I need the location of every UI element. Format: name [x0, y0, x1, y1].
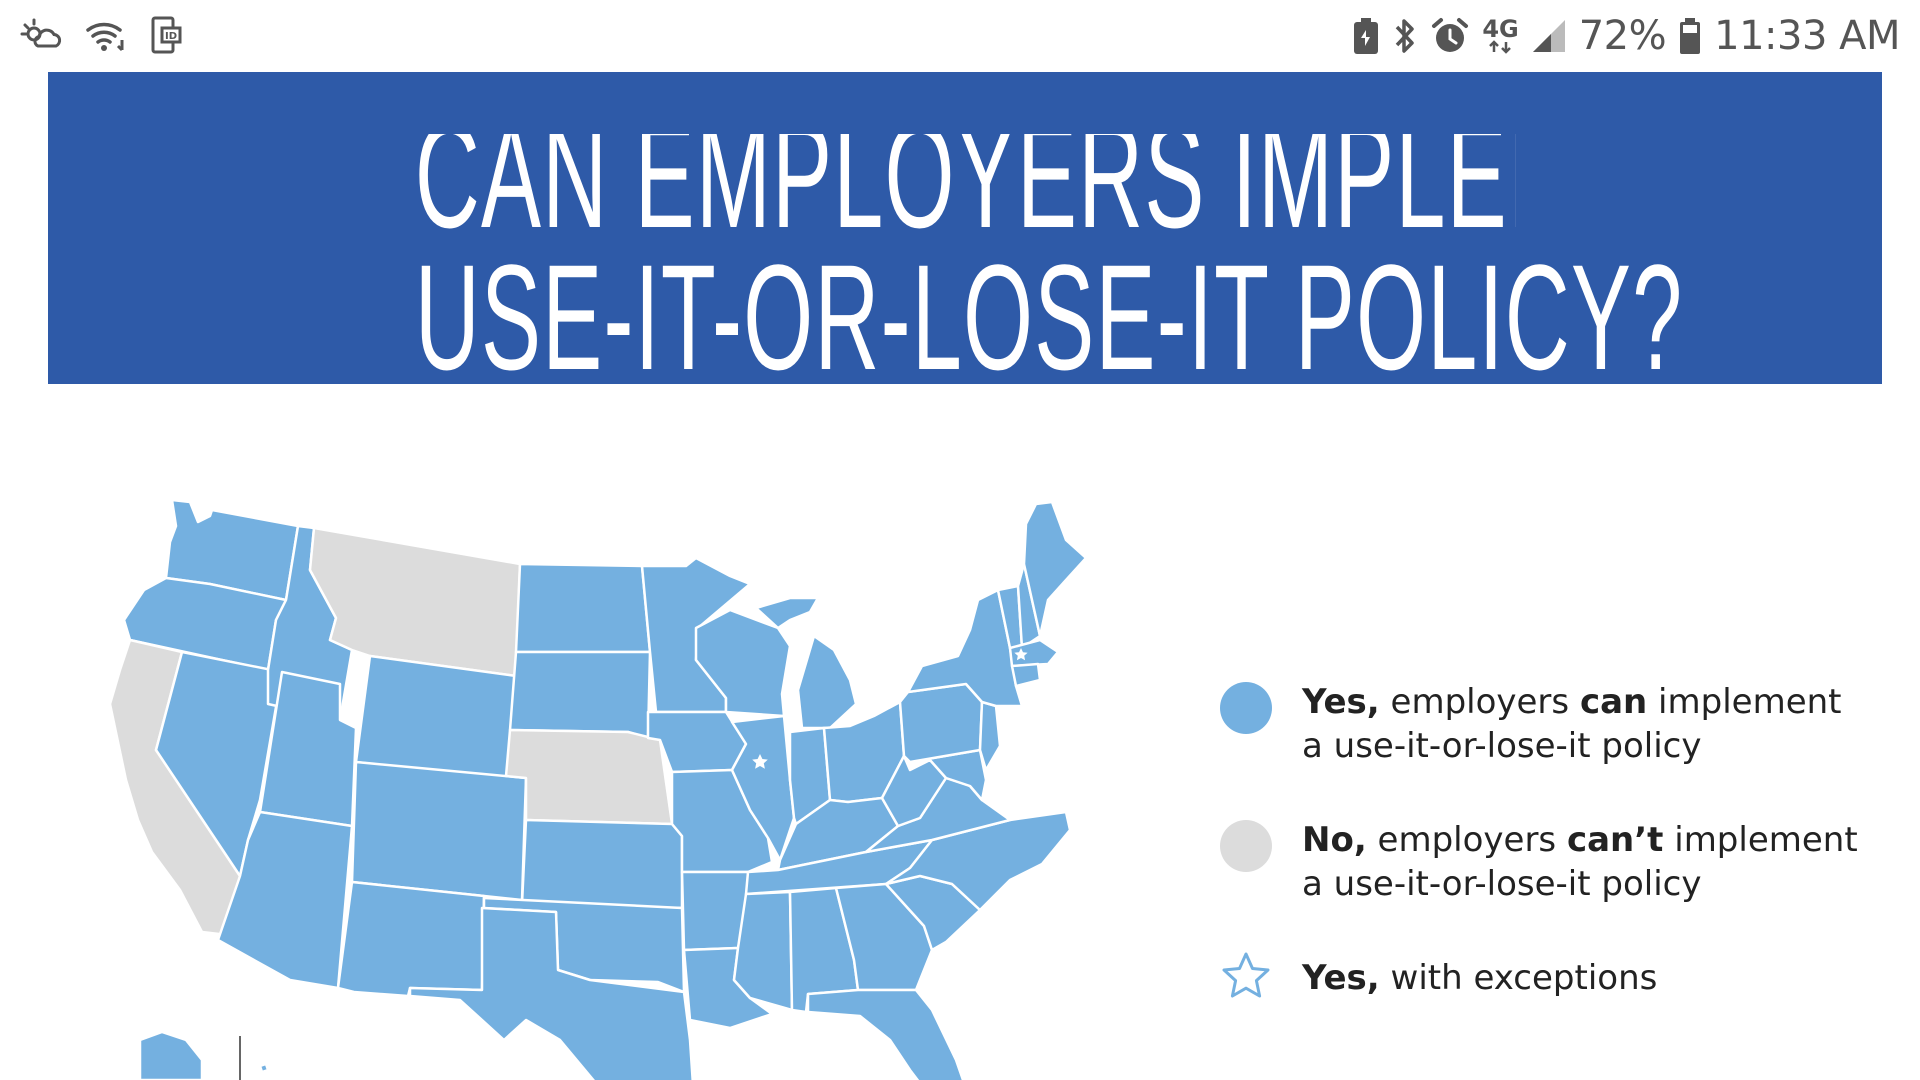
- phone-screen-icon: ID: [148, 16, 184, 56]
- legend-no-text1: employers: [1366, 820, 1567, 860]
- state-illinois: [730, 714, 796, 862]
- state-connecticut: [1010, 662, 1042, 688]
- legend-no-bold: No,: [1302, 820, 1367, 860]
- legend-exceptions-text1: with exceptions: [1379, 958, 1658, 998]
- state-michigan: [754, 596, 858, 730]
- state-new-mexico: [336, 880, 486, 998]
- state-nebraska: [504, 728, 674, 826]
- state-colorado: [350, 760, 528, 902]
- state-maine: [1022, 500, 1088, 638]
- star-icon: [1220, 950, 1272, 1007]
- title-line-2: USE-IT-OR-LOSE-IT POLICY?: [414, 233, 1684, 384]
- network-label: 4G: [1482, 15, 1519, 43]
- alarm-icon: [1430, 16, 1470, 56]
- title-line-1: CAN EMPLOYERS IMPLEMENT A: [414, 91, 1849, 259]
- legend-no-text: No, employers can’t implement a use-it-o…: [1302, 818, 1882, 906]
- state-arizona: [216, 810, 354, 990]
- title-banner: CAN EMPLOYERS IMPLEMENT A USE-IT-OR-LOSE…: [48, 72, 1882, 384]
- bluetooth-icon: [1392, 16, 1418, 56]
- state-wisconsin: [694, 608, 792, 718]
- legend-yes-text: Yes, employers can implement a use-it-or…: [1302, 680, 1882, 768]
- battery-icon: [1678, 16, 1702, 56]
- battery-saver-icon: [1352, 16, 1380, 56]
- status-right-icons: 4G 72%: [1352, 10, 1900, 62]
- state-massachusetts: [1008, 638, 1060, 668]
- svg-text:ID: ID: [165, 31, 177, 42]
- wifi-icon: [84, 16, 128, 56]
- legend-yes-bold: Yes,: [1302, 682, 1380, 722]
- status-left-icons: ID: [20, 14, 184, 58]
- legend-no-cant: can’t: [1566, 820, 1664, 860]
- legend-yes-swatch: [1220, 682, 1272, 734]
- legend-no-text2: implement: [1663, 820, 1858, 860]
- legend-exceptions-bold: Yes,: [1302, 958, 1380, 998]
- state-wyoming: [354, 654, 518, 782]
- state-south-dakota: [508, 650, 652, 740]
- weather-icon: [20, 16, 64, 56]
- state-hawaii: [258, 1062, 270, 1074]
- clock-time: 11:33 AM: [1714, 13, 1900, 59]
- legend-yes-line2: a use-it-or-lose-it policy: [1302, 726, 1702, 766]
- legend-yes-can: can: [1579, 682, 1648, 722]
- battery-percent: 72%: [1578, 13, 1667, 59]
- state-kansas: [520, 818, 684, 910]
- illinois-exception-star: [752, 754, 768, 769]
- status-bar: ID: [0, 0, 1920, 72]
- data-arrows-icon: [1488, 40, 1514, 54]
- state-texas: [408, 906, 694, 1080]
- state-florida: [806, 988, 965, 1080]
- network-type-indicator: 4G: [1482, 15, 1519, 54]
- signal-icon: [1531, 16, 1567, 56]
- legend-yes-text2: implement: [1647, 682, 1842, 722]
- state-alaska: [138, 1030, 204, 1080]
- state-new-jersey: [978, 700, 1002, 772]
- legend-yes-text1: employers: [1379, 682, 1580, 722]
- legend-no-swatch: [1220, 820, 1272, 872]
- state-pennsylvania: [898, 682, 984, 764]
- us-map: [90, 480, 1220, 1080]
- state-north-dakota: [514, 562, 652, 654]
- legend-exceptions-text: Yes, with exceptions: [1302, 956, 1882, 1000]
- legend-no-line2: a use-it-or-lose-it policy: [1302, 864, 1702, 904]
- massachusetts-exception-star: [1014, 648, 1028, 661]
